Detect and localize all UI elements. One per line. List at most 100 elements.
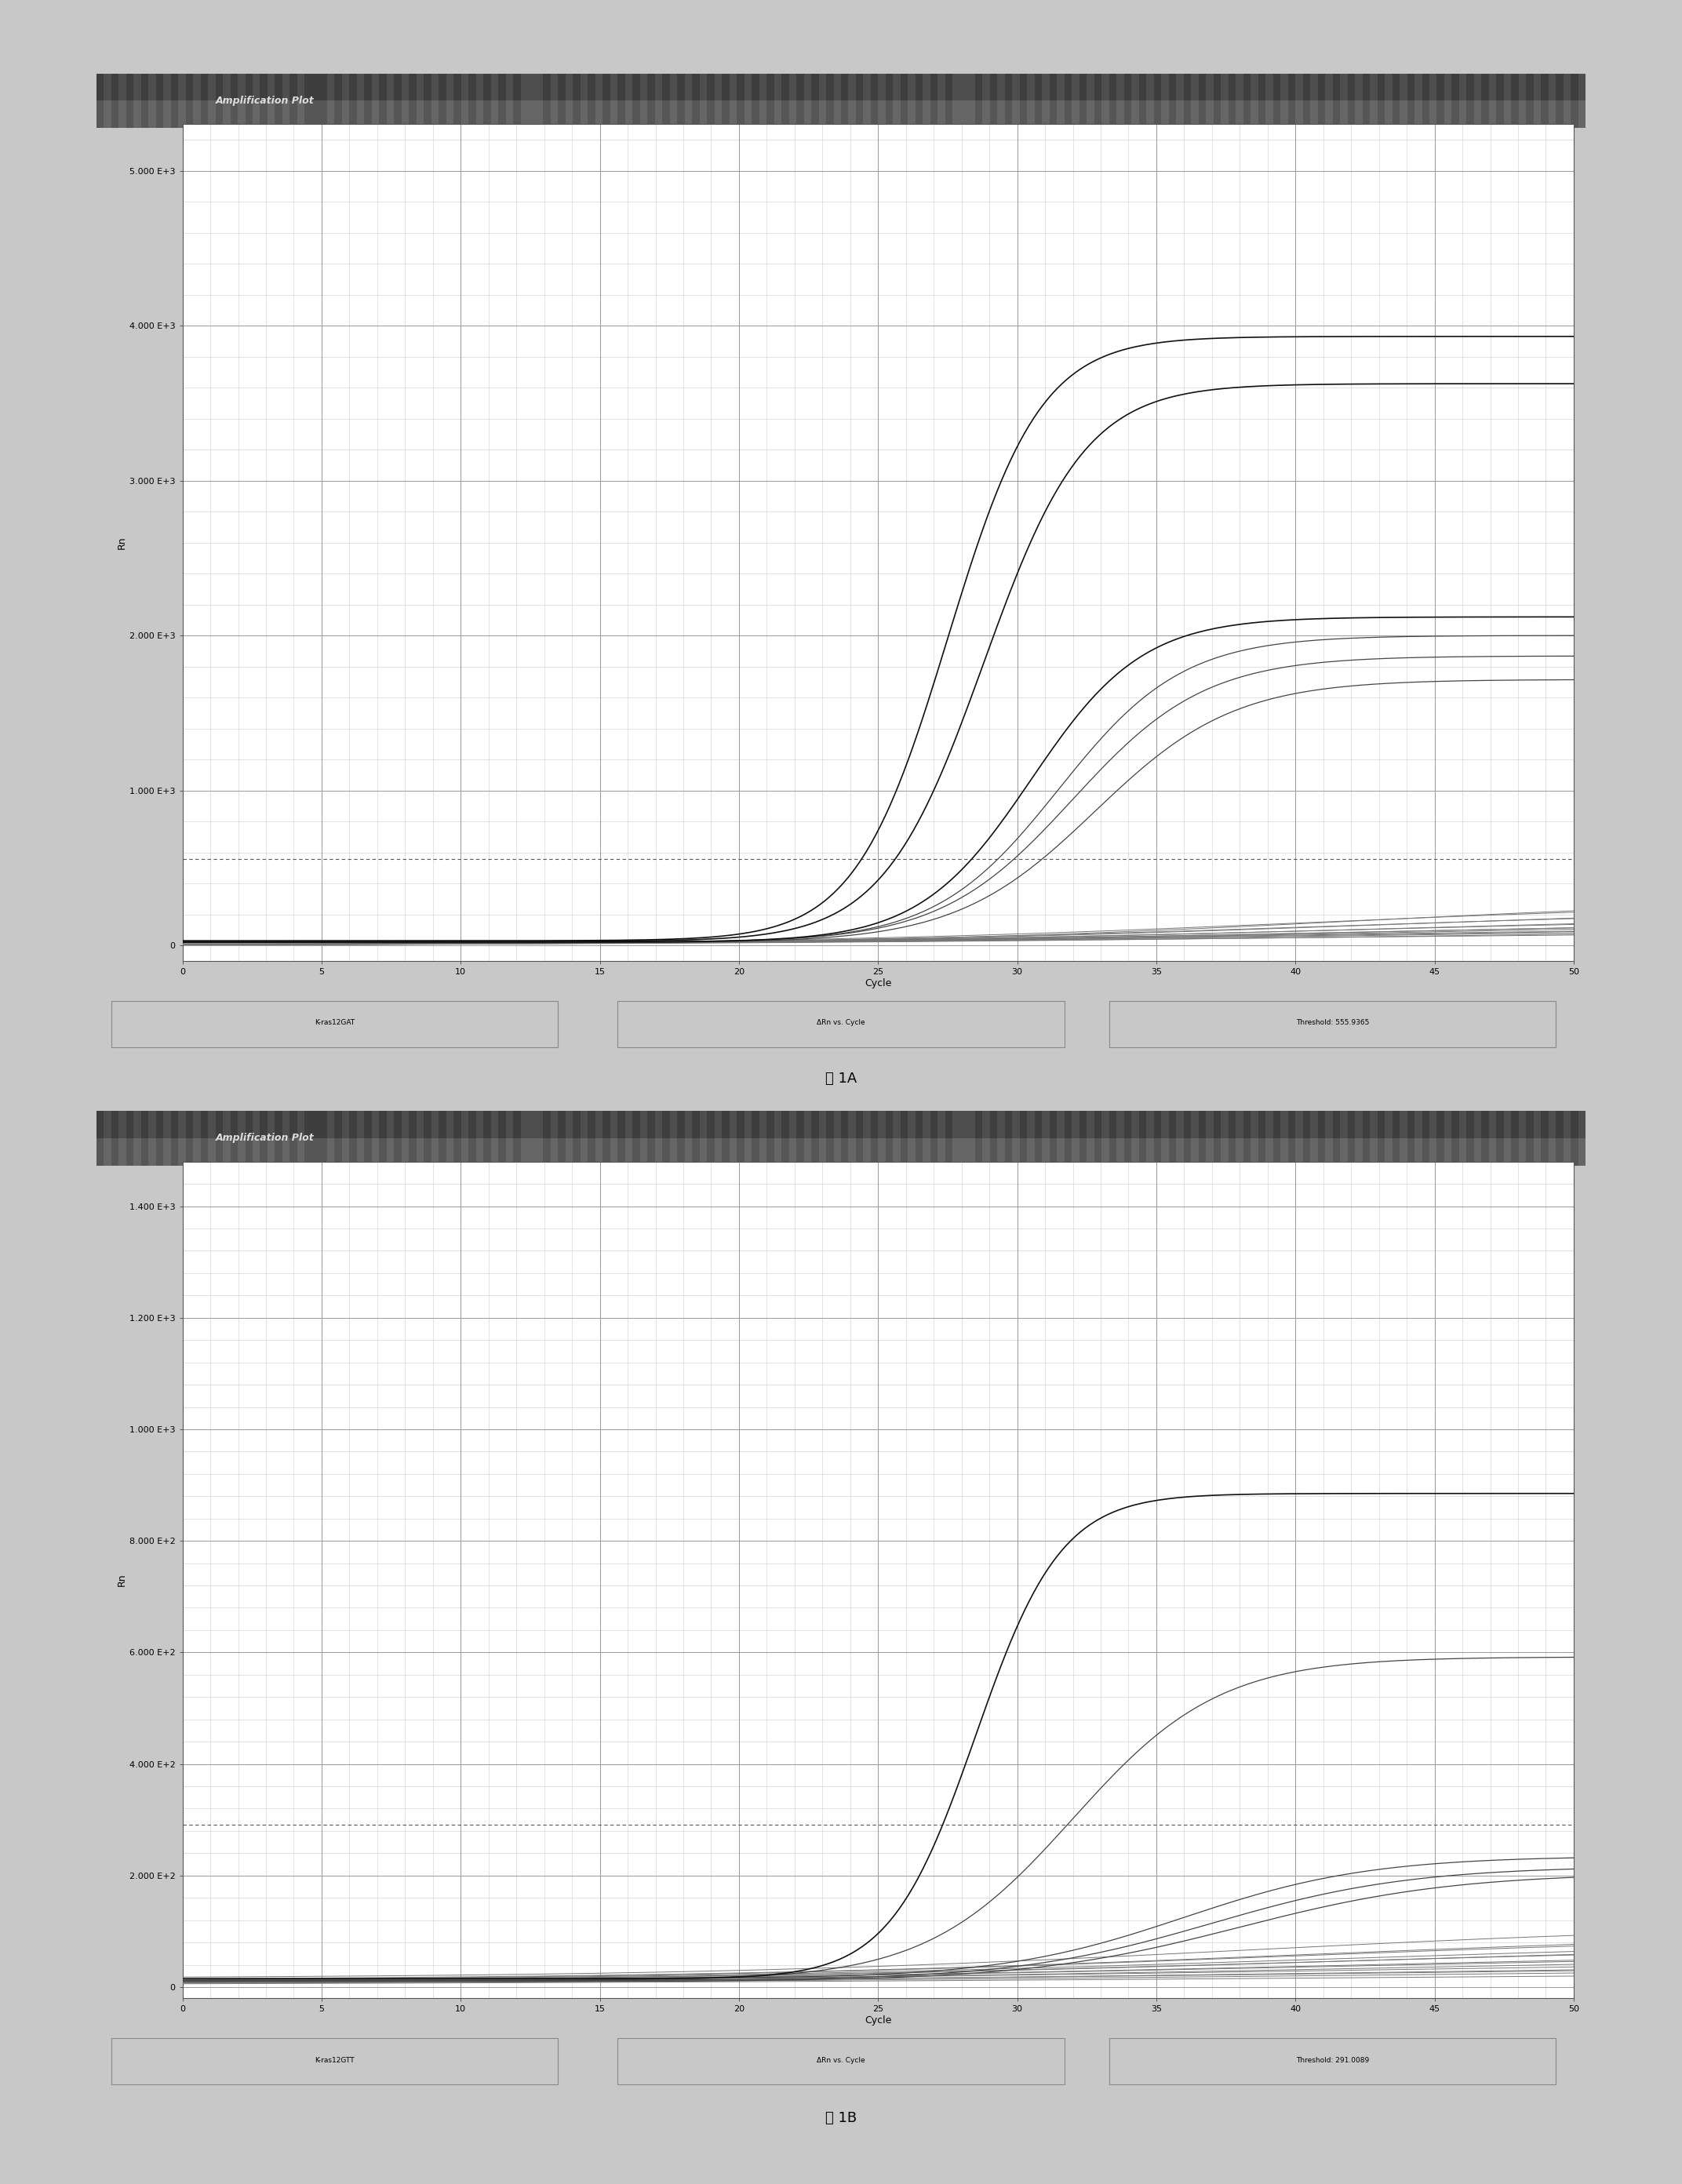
- Bar: [1273, 1112, 1280, 1166]
- Bar: [923, 1112, 930, 1166]
- Bar: [848, 74, 856, 129]
- Bar: [1526, 74, 1534, 129]
- Bar: [1236, 74, 1243, 129]
- Bar: [185, 74, 193, 129]
- Bar: [915, 74, 923, 129]
- Bar: [848, 1112, 856, 1166]
- Bar: [506, 74, 513, 129]
- Bar: [1184, 1112, 1191, 1166]
- Bar: [550, 74, 558, 129]
- Bar: [1065, 1112, 1071, 1166]
- Bar: [1317, 1112, 1325, 1166]
- Bar: [261, 1112, 267, 1166]
- Bar: [1460, 74, 1467, 129]
- Bar: [535, 1112, 543, 1166]
- Bar: [715, 74, 722, 129]
- Bar: [789, 1112, 796, 1166]
- Bar: [737, 1112, 743, 1166]
- Bar: [96, 1112, 1586, 1138]
- Bar: [230, 1112, 237, 1166]
- Bar: [461, 1112, 469, 1166]
- Bar: [96, 1112, 104, 1166]
- Bar: [782, 74, 789, 129]
- Bar: [997, 74, 1004, 129]
- Bar: [967, 1112, 976, 1166]
- Bar: [402, 74, 409, 129]
- Bar: [1065, 74, 1071, 129]
- Bar: [209, 74, 215, 129]
- Bar: [1369, 74, 1378, 129]
- Bar: [1325, 74, 1332, 129]
- Bar: [1415, 74, 1421, 129]
- Bar: [669, 74, 678, 129]
- Text: Amplification Plot: Amplification Plot: [215, 96, 315, 105]
- Bar: [543, 1112, 550, 1166]
- Bar: [528, 74, 535, 129]
- Bar: [1445, 1112, 1452, 1166]
- Bar: [796, 74, 804, 129]
- Bar: [141, 74, 148, 129]
- Bar: [1467, 1112, 1473, 1166]
- Bar: [1199, 1112, 1206, 1166]
- Text: K-ras12GTT: K-ras12GTT: [315, 2057, 355, 2064]
- Bar: [1080, 1112, 1087, 1166]
- Bar: [335, 74, 341, 129]
- Bar: [1132, 1112, 1139, 1166]
- Bar: [811, 74, 819, 129]
- Bar: [1512, 74, 1519, 129]
- Bar: [908, 74, 915, 129]
- Bar: [1221, 74, 1228, 129]
- Bar: [439, 74, 446, 129]
- Bar: [997, 1112, 1004, 1166]
- Bar: [663, 74, 669, 129]
- Bar: [939, 1112, 945, 1166]
- Bar: [1436, 1112, 1445, 1166]
- Bar: [246, 1112, 252, 1166]
- Bar: [1556, 74, 1564, 129]
- Bar: [378, 1112, 387, 1166]
- Bar: [908, 1112, 915, 1166]
- Bar: [715, 1112, 722, 1166]
- Bar: [617, 1000, 1065, 1046]
- Bar: [289, 74, 298, 129]
- Bar: [782, 1112, 789, 1166]
- Bar: [841, 74, 848, 129]
- Bar: [595, 1112, 602, 1166]
- Bar: [863, 1112, 871, 1166]
- Text: Threshold: 291.0089: Threshold: 291.0089: [1297, 2057, 1369, 2064]
- Bar: [611, 1112, 617, 1166]
- Text: Amplification Plot: Amplification Plot: [215, 1133, 315, 1142]
- Bar: [394, 74, 402, 129]
- Bar: [1332, 74, 1341, 129]
- Bar: [96, 74, 1586, 100]
- Bar: [193, 74, 200, 129]
- Bar: [148, 74, 156, 129]
- Bar: [1176, 1112, 1184, 1166]
- Text: K-ras12GAT: K-ras12GAT: [315, 1020, 355, 1026]
- Bar: [1347, 1112, 1356, 1166]
- Bar: [1280, 1112, 1288, 1166]
- Bar: [1221, 1112, 1228, 1166]
- Bar: [774, 1112, 782, 1166]
- Bar: [1378, 74, 1384, 129]
- Bar: [1341, 1112, 1347, 1166]
- Bar: [1489, 1112, 1497, 1166]
- Bar: [1169, 1112, 1176, 1166]
- Bar: [402, 1112, 409, 1166]
- Bar: [454, 74, 461, 129]
- Bar: [417, 74, 424, 129]
- Bar: [96, 100, 1586, 129]
- Bar: [1043, 1112, 1050, 1166]
- Bar: [424, 1112, 431, 1166]
- Bar: [200, 74, 209, 129]
- Bar: [222, 74, 230, 129]
- Bar: [654, 74, 663, 129]
- Bar: [1564, 74, 1571, 129]
- Bar: [298, 1112, 304, 1166]
- Bar: [1295, 1112, 1304, 1166]
- Bar: [341, 74, 350, 129]
- Bar: [1013, 1112, 1019, 1166]
- Bar: [439, 1112, 446, 1166]
- Bar: [372, 1112, 378, 1166]
- Bar: [1369, 1112, 1378, 1166]
